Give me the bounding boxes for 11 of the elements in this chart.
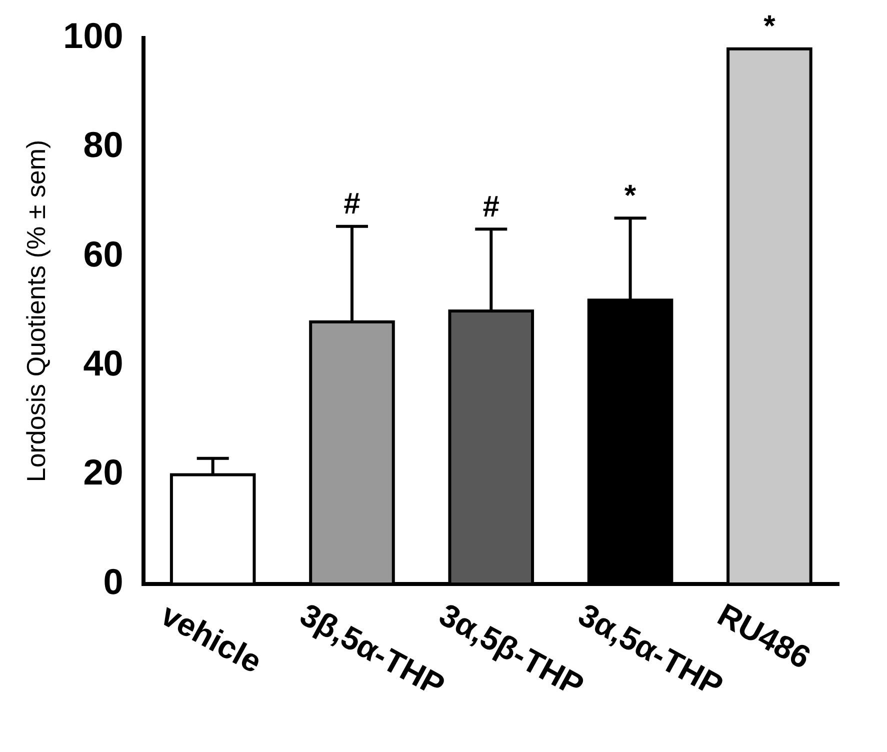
- y-tick-label: 20: [83, 452, 124, 493]
- annotation: #: [482, 190, 500, 224]
- y-tick-label: 60: [83, 233, 124, 274]
- annotation: *: [624, 179, 636, 212]
- y-tick-label: 40: [83, 342, 124, 384]
- y-tick-label: 100: [63, 14, 124, 56]
- annotation: #: [344, 188, 361, 221]
- annotation: *: [764, 10, 776, 44]
- y-tick-label: 0: [103, 560, 124, 602]
- y-tick-label: 80: [83, 124, 124, 166]
- y-axis-title: Lordosis Quotients (% ± sem): [20, 140, 51, 482]
